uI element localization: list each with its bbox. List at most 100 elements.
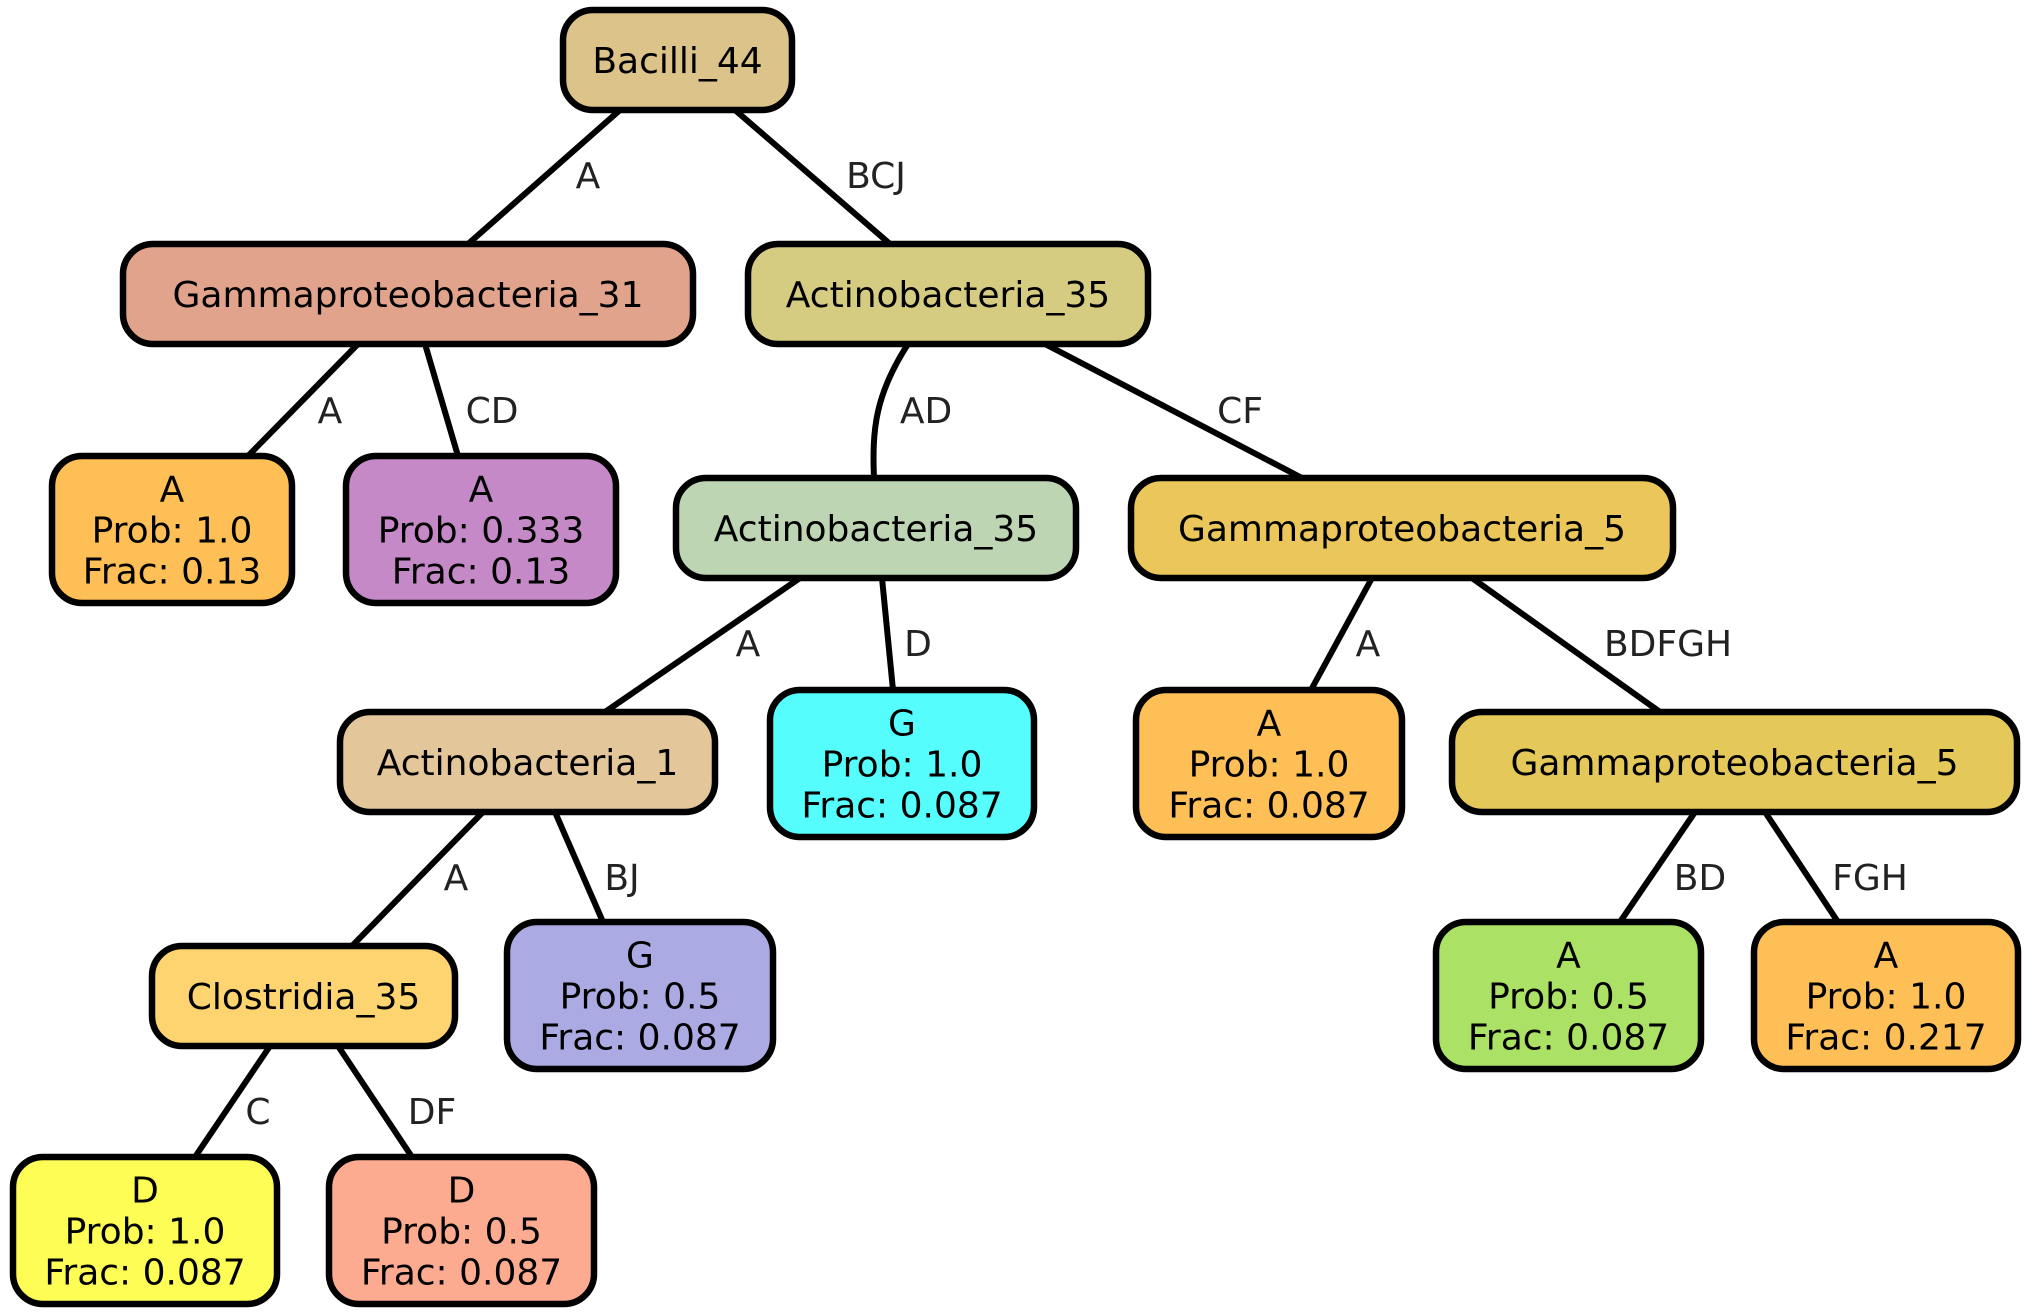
tree-node-g31: Gammaproteobacteria_31 (119, 240, 697, 348)
leaf-class-label: A (1556, 936, 1581, 977)
edge-label: BCJ (846, 156, 906, 197)
tree-node-g5b: Gammaproteobacteria_5 (1448, 708, 2021, 816)
leaf-frac-label: Frac: 0.087 (1168, 786, 1369, 827)
tree-node-root: Bacilli_44 (559, 6, 796, 114)
node-box (766, 686, 1038, 841)
edge-label: A (576, 156, 601, 197)
leaf-prob-label: Prob: 1.0 (822, 745, 983, 786)
edge-act35b-to-leafG2 (879, 577, 896, 691)
node-box (9, 1153, 281, 1308)
node-box (1432, 918, 1705, 1073)
node-box (1750, 918, 2022, 1073)
leaf-frac-label: Frac: 0.087 (361, 1253, 562, 1294)
node-box (48, 452, 296, 607)
edge-label: A (1356, 624, 1381, 665)
edge-act35a-to-act35b (870, 342, 911, 479)
node-label: Actinobacteria_35 (714, 509, 1038, 550)
edge-act35b-to-act1 (603, 575, 802, 715)
leaf-frac-label: Frac: 0.087 (539, 1018, 740, 1059)
leaf-prob-label: Prob: 1.0 (1189, 745, 1350, 786)
node-box (325, 1153, 598, 1308)
leaf-prob-label: Prob: 0.5 (560, 977, 721, 1018)
edge-g5a-to-leafA3 (1308, 576, 1375, 692)
edge-label: CD (466, 391, 519, 432)
node-box (336, 708, 719, 816)
edge-clo35-to-leafD1 (192, 1044, 273, 1159)
node-box (148, 942, 459, 1050)
node-box (1448, 708, 2021, 816)
edge-root-to-g31 (466, 107, 622, 247)
edge-label: A (736, 624, 761, 665)
edge-label: A (318, 391, 343, 432)
edge-act1-to-clo35 (349, 809, 486, 949)
edge-label: FGH (1832, 858, 1908, 899)
node-box (1132, 686, 1406, 841)
leaf-prob-label: Prob: 1.0 (1806, 977, 1967, 1018)
edge-clo35-to-leafD2 (335, 1044, 415, 1159)
edge-label: BJ (604, 858, 639, 899)
edge-g5a-to-g5b (1470, 575, 1662, 715)
edge-label: DF (408, 1092, 456, 1133)
leaf-class-label: A (469, 470, 494, 511)
node-box (672, 474, 1080, 582)
node-label: Actinobacteria_1 (377, 743, 678, 784)
node-label: Clostridia_35 (187, 977, 421, 1018)
leaf-frac-label: Frac: 0.13 (83, 552, 261, 593)
edge-g31-to-leafA2 (422, 343, 461, 457)
node-label: Bacilli_44 (592, 41, 762, 82)
node-box (503, 918, 777, 1073)
edge-act35a-to-g5a (1043, 341, 1304, 481)
leaf-prob-label: Prob: 0.5 (1488, 977, 1649, 1018)
edge-label: CF (1217, 391, 1263, 432)
leaf-frac-label: Frac: 0.13 (392, 552, 570, 593)
tree-node-act35b: Actinobacteria_35 (672, 474, 1080, 582)
leaf-prob-label: Prob: 1.0 (65, 1212, 226, 1253)
leaf-class-label: D (131, 1171, 159, 1212)
edge-g5b-to-leafA4 (1617, 810, 1698, 924)
tree-node-g5a: Gammaproteobacteria_5 (1127, 474, 1677, 582)
node-box (119, 240, 697, 348)
leaf-class-label: A (1257, 704, 1282, 745)
leaf-prob-label: Prob: 0.333 (378, 511, 585, 552)
leaf-class-label: G (888, 704, 916, 745)
leaf-prob-label: Prob: 0.5 (381, 1212, 542, 1253)
tree-node-act1: Actinobacteria_1 (336, 708, 719, 816)
node-label: Actinobacteria_35 (786, 275, 1110, 316)
leaf-frac-label: Frac: 0.087 (44, 1253, 245, 1294)
edge-label: C (245, 1092, 270, 1133)
node-box (559, 6, 796, 114)
node-label: Gammaproteobacteria_5 (1178, 509, 1626, 550)
edge-label: A (444, 858, 469, 899)
leaf-prob-label: Prob: 1.0 (92, 511, 253, 552)
node-box (342, 452, 620, 607)
leaf-class-label: A (1874, 936, 1899, 977)
edge-label: BDFGH (1604, 624, 1732, 665)
leaf-frac-label: Frac: 0.087 (801, 786, 1002, 827)
tree-node-act35a: Actinobacteria_35 (744, 240, 1152, 348)
leaf-class-label: G (626, 936, 654, 977)
leaf-class-label: A (160, 470, 185, 511)
edge-g5b-to-leafA5 (1762, 810, 1841, 924)
leaf-frac-label: Frac: 0.217 (1785, 1018, 1986, 1059)
edge-act1-to-leafG1 (552, 810, 606, 924)
edge-label: BD (1674, 858, 1726, 899)
node-label: Gammaproteobacteria_31 (173, 275, 644, 316)
edge-g31-to-leafA1 (245, 341, 361, 459)
edge-root-to-act35a (733, 107, 892, 247)
edge-label: AD (900, 391, 952, 432)
tree-node-clo35: Clostridia_35 (148, 942, 459, 1050)
node-box (1127, 474, 1677, 582)
leaf-frac-label: Frac: 0.087 (1468, 1018, 1669, 1059)
